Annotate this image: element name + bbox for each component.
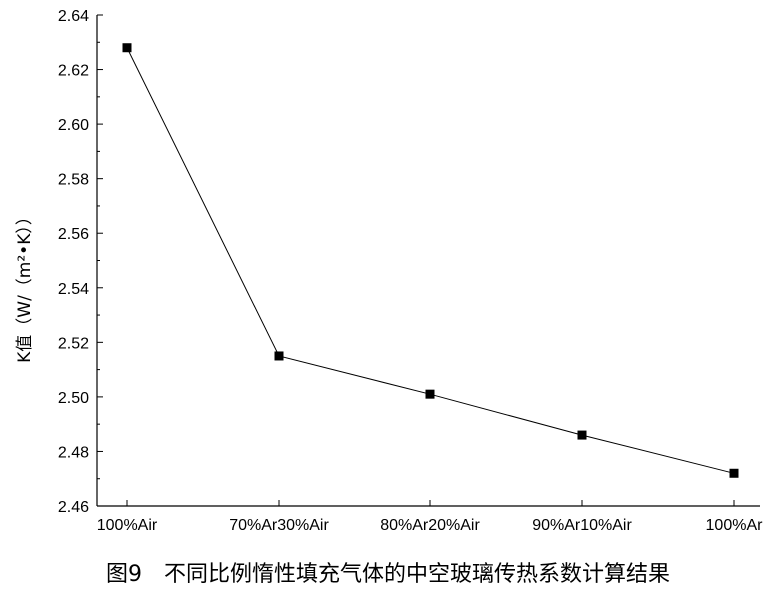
data-point [729,468,739,478]
y-tick-label: 2.62 [58,63,89,80]
data-point [577,430,587,440]
data-point [274,351,284,361]
data-point [122,43,132,53]
y-tick-label: 2.56 [58,226,89,243]
y-tick-label: 2.60 [58,117,89,134]
y-tick-label: 2.52 [58,335,89,352]
y-tick-label: 2.64 [58,8,89,25]
y-axis-ticks: 2.46 2.48 2.50 2.52 2.54 2.56 2.58 2.60 2.62 2.64 [58,8,103,516]
y-tick-label: 2.58 [58,172,89,189]
y-tick-label: 2.48 [58,444,89,461]
y-tick-label: 2.54 [58,281,89,298]
x-axis-ticks: 100%Air 70%Ar30%Air 80%Ar20%Air 90%Ar10%Air… [97,500,763,534]
y-tick-label: 2.46 [58,499,89,516]
data-points [122,43,739,478]
figure-caption: 图9 不同比例惰性填充气体的中空玻璃传热系数计算结果 [106,562,670,587]
x-tick-label: 70%Ar30%Air [229,517,329,534]
x-tick-label: 100%Air [97,517,158,534]
x-tick-label: 100%Ar [706,517,764,534]
line-chart: 2.46 2.48 2.50 2.52 2.54 2.56 2.58 2.60 2.62 2.64… [15,8,763,534]
series-line [126,47,735,474]
data-point [425,389,435,399]
x-tick-label: 90%Ar10%Air [532,517,632,534]
y-tick-label: 2.50 [58,390,89,407]
y-axis-title: K值（W/（m²•K）） [15,208,35,363]
x-tick-label: 80%Ar20%Air [380,517,480,534]
